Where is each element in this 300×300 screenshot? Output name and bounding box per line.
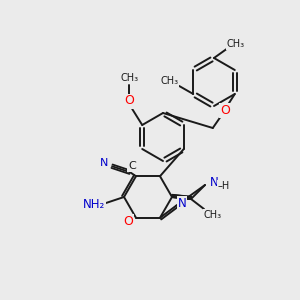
Text: N: N [210,176,218,188]
Text: O: O [123,215,133,228]
Text: O: O [220,103,230,116]
Text: CH₃: CH₃ [120,73,138,83]
Text: N: N [100,158,108,168]
Text: –H: –H [218,181,230,191]
Text: C: C [128,161,136,171]
Text: NH₂: NH₂ [83,199,105,212]
Text: O: O [124,94,134,107]
Text: CH₃: CH₃ [160,76,178,86]
Text: CH₃: CH₃ [204,210,222,220]
Text: N: N [178,197,186,210]
Text: CH₃: CH₃ [227,39,245,49]
